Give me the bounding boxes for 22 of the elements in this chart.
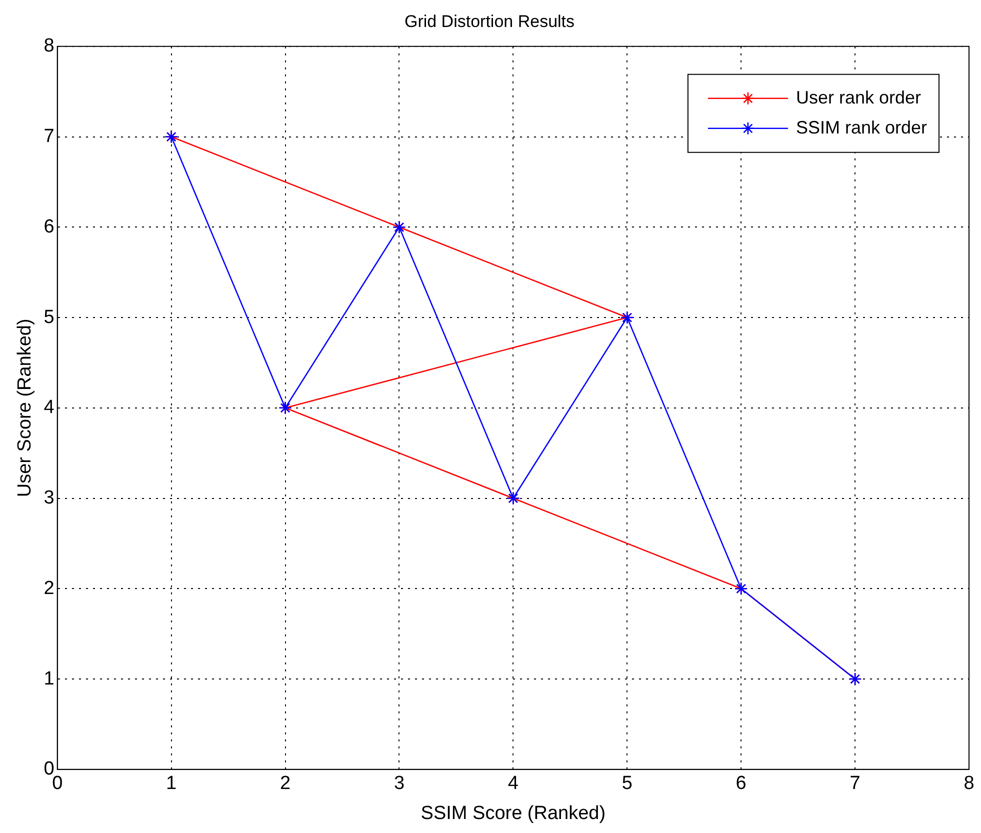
x-tick-label: 7 bbox=[850, 773, 860, 794]
y-tick-label: 4 bbox=[44, 397, 55, 418]
x-tick-label: 8 bbox=[964, 773, 974, 794]
x-tick-label: 1 bbox=[166, 773, 177, 794]
x-tick-label: 4 bbox=[508, 773, 519, 794]
y-tick-label: 0 bbox=[44, 758, 54, 780]
x-tick-label: 5 bbox=[622, 773, 632, 794]
y-tick-label: 2 bbox=[44, 578, 54, 599]
legend-label: SSIM rank order bbox=[796, 117, 928, 138]
x-tick-label: 3 bbox=[394, 773, 405, 794]
x-axis-title: SSIM Score (Ranked) bbox=[420, 802, 606, 824]
y-tick-label: 1 bbox=[44, 668, 54, 690]
y-tick-label: 5 bbox=[44, 306, 54, 328]
y-axis-title: User Score (Ranked) bbox=[14, 318, 36, 498]
y-tick-label: 3 bbox=[44, 488, 54, 509]
x-tick-label: 6 bbox=[736, 773, 746, 794]
y-tick-label: 8 bbox=[44, 36, 54, 57]
chart-title: Grid Distortion Results bbox=[404, 12, 575, 31]
y-tick-label: 7 bbox=[44, 126, 54, 148]
x-tick-label: 2 bbox=[280, 773, 291, 794]
legend-label: User rank order bbox=[796, 87, 922, 108]
y-tick-label: 6 bbox=[44, 216, 54, 238]
